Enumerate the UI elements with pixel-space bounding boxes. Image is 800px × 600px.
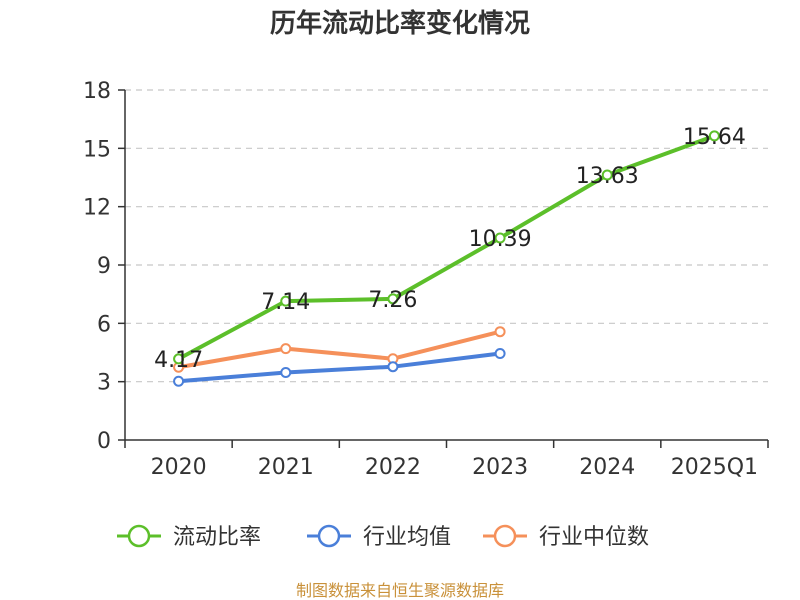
- legend: 流动比率 行业均值 行业中位数: [117, 524, 649, 550]
- data-point: [280, 295, 292, 307]
- data-point: [280, 343, 292, 355]
- legend-label: 流动比率: [173, 525, 261, 550]
- chart-title: 历年流动比率变化情况: [270, 8, 530, 39]
- axes: 0 3 6 9 12 15 18 2020 2021 2022 2023 2024 2025Q1: [83, 79, 769, 480]
- x-tick-label: 2023: [472, 455, 528, 480]
- legend-item: 行业中位数: [483, 524, 649, 550]
- x-tick-label: 2020: [151, 455, 207, 480]
- data-point: [387, 293, 399, 305]
- series-line: [176, 351, 503, 384]
- y-tick-label: 15: [83, 137, 111, 162]
- data-label: 4.17: [154, 348, 203, 373]
- x-tick-label: 2024: [579, 455, 635, 480]
- legend-label: 行业均值: [363, 525, 451, 550]
- data-point: [494, 326, 506, 338]
- x-tick-label: 2025Q1: [671, 455, 758, 480]
- legend-item: 行业均值: [307, 524, 451, 550]
- data-label: 7.26: [368, 288, 417, 313]
- y-tick-label: 12: [83, 196, 111, 221]
- data-point: [601, 169, 613, 181]
- data-point: [387, 361, 399, 373]
- data-label: 15.64: [683, 125, 746, 150]
- data-point: [280, 367, 292, 379]
- legend-marker-icon: [317, 524, 341, 548]
- y-tick-label: 6: [97, 312, 111, 337]
- data-label: 10.39: [469, 227, 532, 252]
- y-tick-label: 0: [97, 429, 111, 454]
- legend-item: 流动比率: [117, 524, 261, 550]
- y-tick-label: 3: [97, 371, 111, 396]
- legend-marker-icon: [127, 524, 151, 548]
- source-note: 制图数据来自恒生聚源数据库: [296, 581, 504, 600]
- legend-marker-icon: [493, 524, 517, 548]
- data-point: [494, 347, 506, 359]
- data-point: [494, 232, 506, 244]
- series-group: [173, 130, 720, 387]
- y-tick-label: 18: [83, 79, 111, 104]
- x-tick-label: 2021: [258, 455, 314, 480]
- data-label: 7.14: [261, 290, 310, 315]
- data-point: [708, 130, 720, 142]
- data-labels: 4.17 7.14 7.26 10.39 13.63 15.64: [154, 125, 746, 373]
- gridlines: [125, 89, 768, 383]
- legend-label: 行业中位数: [539, 525, 649, 550]
- data-point: [173, 375, 185, 387]
- data-point: [173, 353, 185, 365]
- x-tick-label: 2022: [365, 455, 421, 480]
- series-line: [176, 133, 717, 361]
- data-label: 13.63: [576, 164, 639, 189]
- series-line: [176, 329, 503, 370]
- y-tick-label: 9: [97, 254, 111, 279]
